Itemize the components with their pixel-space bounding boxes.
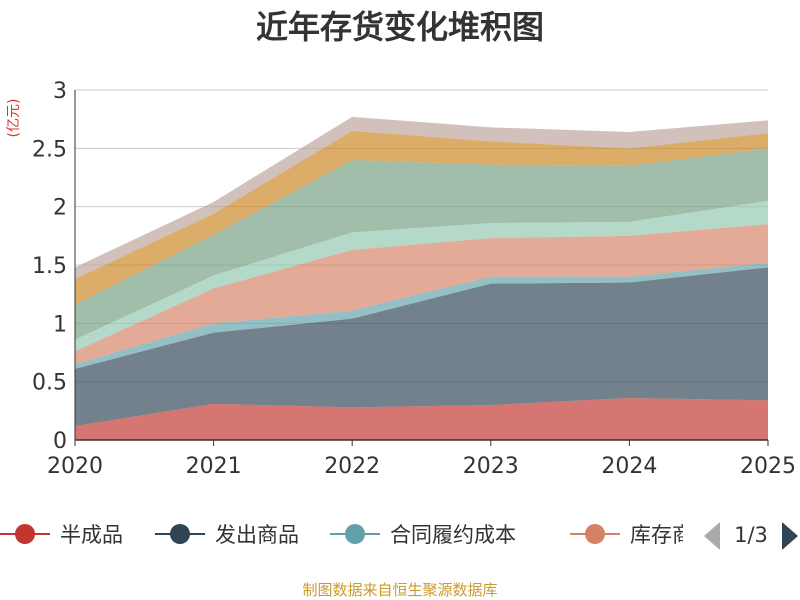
area-series-7 [75, 130, 768, 305]
y-tick-label: 3 [53, 79, 67, 104]
legend[interactable]: 半成品 发出商品 合同履约成本 库存商 1/3 [0, 522, 798, 550]
legend-item-label: 发出商品 [215, 523, 299, 547]
axes [74, 90, 769, 446]
legend-item-label: 半成品 [60, 523, 123, 547]
legend-next-page-icon[interactable] [782, 522, 798, 550]
data-source-note: 制图数据来自恒生聚源数据库 [302, 581, 497, 599]
y-tick-label: 0 [53, 429, 67, 454]
y-tick-label: 1.5 [32, 254, 67, 279]
area-series-5 [75, 200, 768, 352]
area-series-8 [75, 116, 768, 279]
x-tick-label: 2020 [47, 454, 103, 479]
x-tick-label: 2023 [463, 454, 519, 479]
x-tick-labels: 2020 2021 2022 2023 2024 2025 [47, 454, 796, 479]
legend-item[interactable]: 半成品 [0, 523, 123, 547]
stacked-areas [75, 116, 768, 440]
x-tick-label: 2022 [324, 454, 380, 479]
legend-circle-marker [585, 524, 605, 544]
legend-circle-marker [15, 524, 35, 544]
legend-page-label: 1/3 [734, 523, 768, 547]
y-axis-unit-label: (亿元) [6, 99, 22, 138]
area-series-4 [75, 224, 768, 365]
area-series-2 [75, 267, 768, 426]
legend-circle-marker [170, 524, 190, 544]
y-tick-labels: 0 0.5 1 1.5 2 2.5 3 [32, 79, 67, 454]
area-series-3 [75, 262, 768, 369]
x-tick-label: 2025 [740, 454, 796, 479]
x-tick-label: 2021 [186, 454, 242, 479]
y-tick-label: 0.5 [32, 371, 67, 396]
legend-prev-page-icon[interactable] [704, 522, 720, 550]
area-series-1 [75, 398, 768, 440]
legend-item-label: 库存商 [630, 523, 693, 547]
legend-item-label: 合同履约成本 [390, 523, 516, 547]
legend-item[interactable]: 合同履约成本 [330, 523, 516, 547]
y-tick-label: 2.5 [32, 137, 67, 162]
legend-circle-marker [345, 524, 365, 544]
y-tick-label: 2 [53, 196, 67, 221]
area-series-6 [75, 148, 768, 340]
y-tick-label: 1 [53, 312, 67, 337]
chart-title: 近年存货变化堆积图 [256, 8, 544, 46]
x-tick-label: 2024 [601, 454, 657, 479]
legend-item[interactable]: 库存商 [570, 523, 693, 547]
legend-item[interactable]: 发出商品 [155, 523, 299, 547]
